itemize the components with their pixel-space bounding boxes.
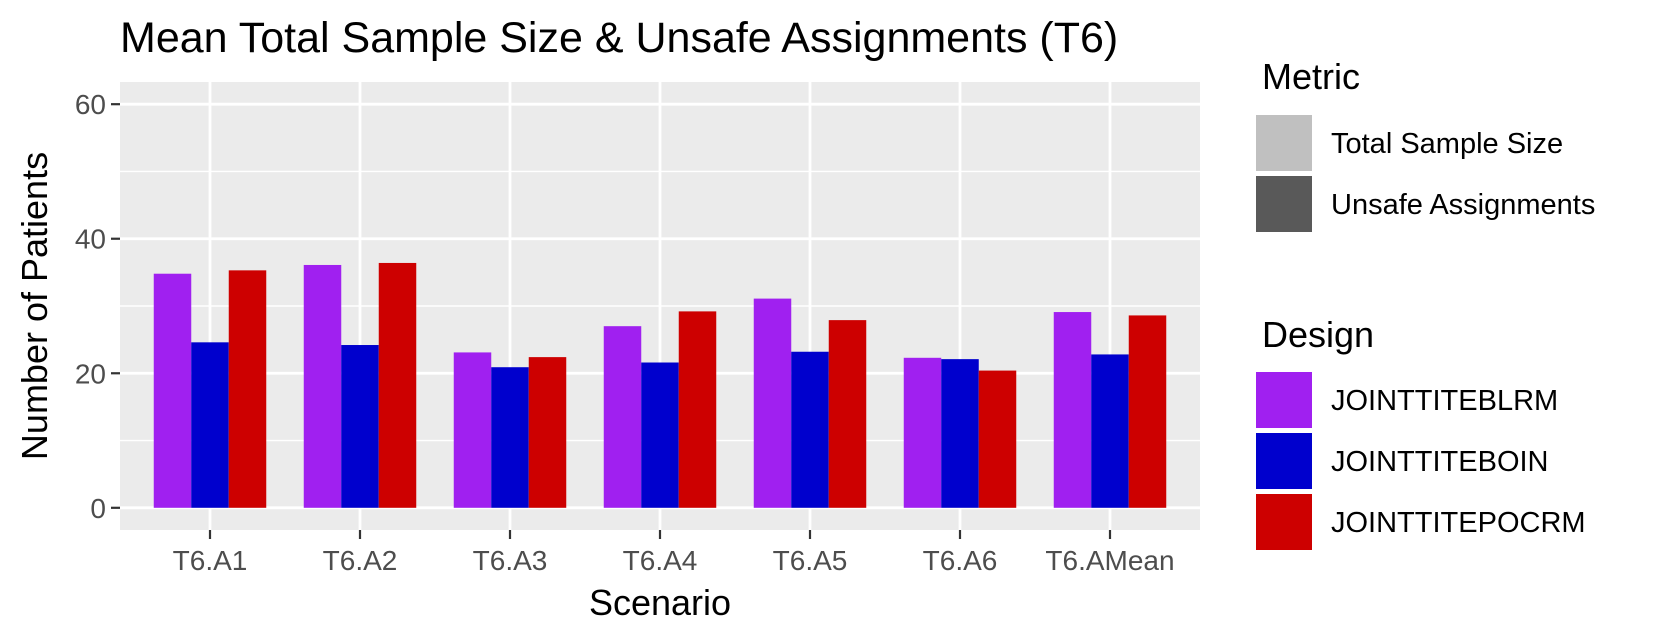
y-axis: 0 20 40 60: [75, 89, 120, 524]
bar: [678, 311, 717, 508]
bar: [528, 357, 567, 508]
bar: [378, 262, 417, 508]
legend-label: JOINTTITEPOCRM: [1331, 507, 1586, 539]
bar: [603, 326, 642, 508]
legend-label: JOINTTITEBLRM: [1331, 385, 1558, 417]
bar: [303, 264, 342, 508]
bar: [341, 345, 379, 508]
bar: [941, 359, 979, 508]
legend-metric-title: Metric: [1262, 56, 1360, 97]
legend-key: [1254, 113, 1314, 173]
bar: [1091, 354, 1129, 508]
legend-label: JOINTTITEBOIN: [1331, 446, 1549, 478]
legend-label: Total Sample Size: [1331, 128, 1563, 160]
x-tick-label: T6.A1: [173, 545, 248, 576]
x-tick-label: T6.A4: [623, 545, 698, 576]
legend-key: [1254, 370, 1314, 430]
bar: [1053, 312, 1092, 508]
bar: [191, 342, 229, 508]
legend-key: [1254, 492, 1314, 552]
legend-design-title: Design: [1262, 314, 1374, 355]
x-tick-label: T6.A6: [923, 545, 998, 576]
legend-key: [1254, 174, 1314, 234]
legend-key: [1254, 431, 1314, 491]
x-axis: T6.A1 T6.A2 T6.A3 T6.A4 T6.A5 T6.A6 T6.AMean: [173, 530, 1175, 576]
bar: [903, 357, 942, 508]
x-tick-label: T6.A3: [473, 545, 548, 576]
x-tick-label: T6.A5: [773, 545, 848, 576]
chart-title: Mean Total Sample Size & Unsafe Assignme…: [120, 14, 1118, 62]
bar: [791, 351, 829, 508]
y-tick-label: 20: [75, 358, 106, 389]
y-tick-label: 60: [75, 89, 106, 120]
bar: [228, 270, 267, 508]
legend-label: Unsafe Assignments: [1331, 189, 1595, 221]
bar: [753, 298, 792, 508]
x-axis-title: Scenario: [589, 582, 731, 623]
bar: [453, 352, 492, 508]
bar: [828, 320, 867, 508]
x-tick-label: T6.A2: [323, 545, 398, 576]
bar: [491, 367, 529, 508]
legend-design: Design JOINTTITEBLRM JOINTTITEBOIN JOINTTI…: [1254, 314, 1586, 552]
x-tick-label: T6.AMean: [1045, 545, 1174, 576]
y-tick-label: 0: [90, 493, 106, 524]
bar: [153, 273, 192, 508]
bars: [153, 262, 1167, 508]
y-tick-label: 40: [75, 224, 106, 255]
legend-metric: Metric Total Sample Size Unsafe Assignmen…: [1254, 56, 1595, 234]
bar: [641, 362, 679, 508]
bar: [1128, 315, 1167, 508]
y-axis-title: Number of Patients: [14, 152, 55, 460]
bar: [978, 370, 1017, 508]
